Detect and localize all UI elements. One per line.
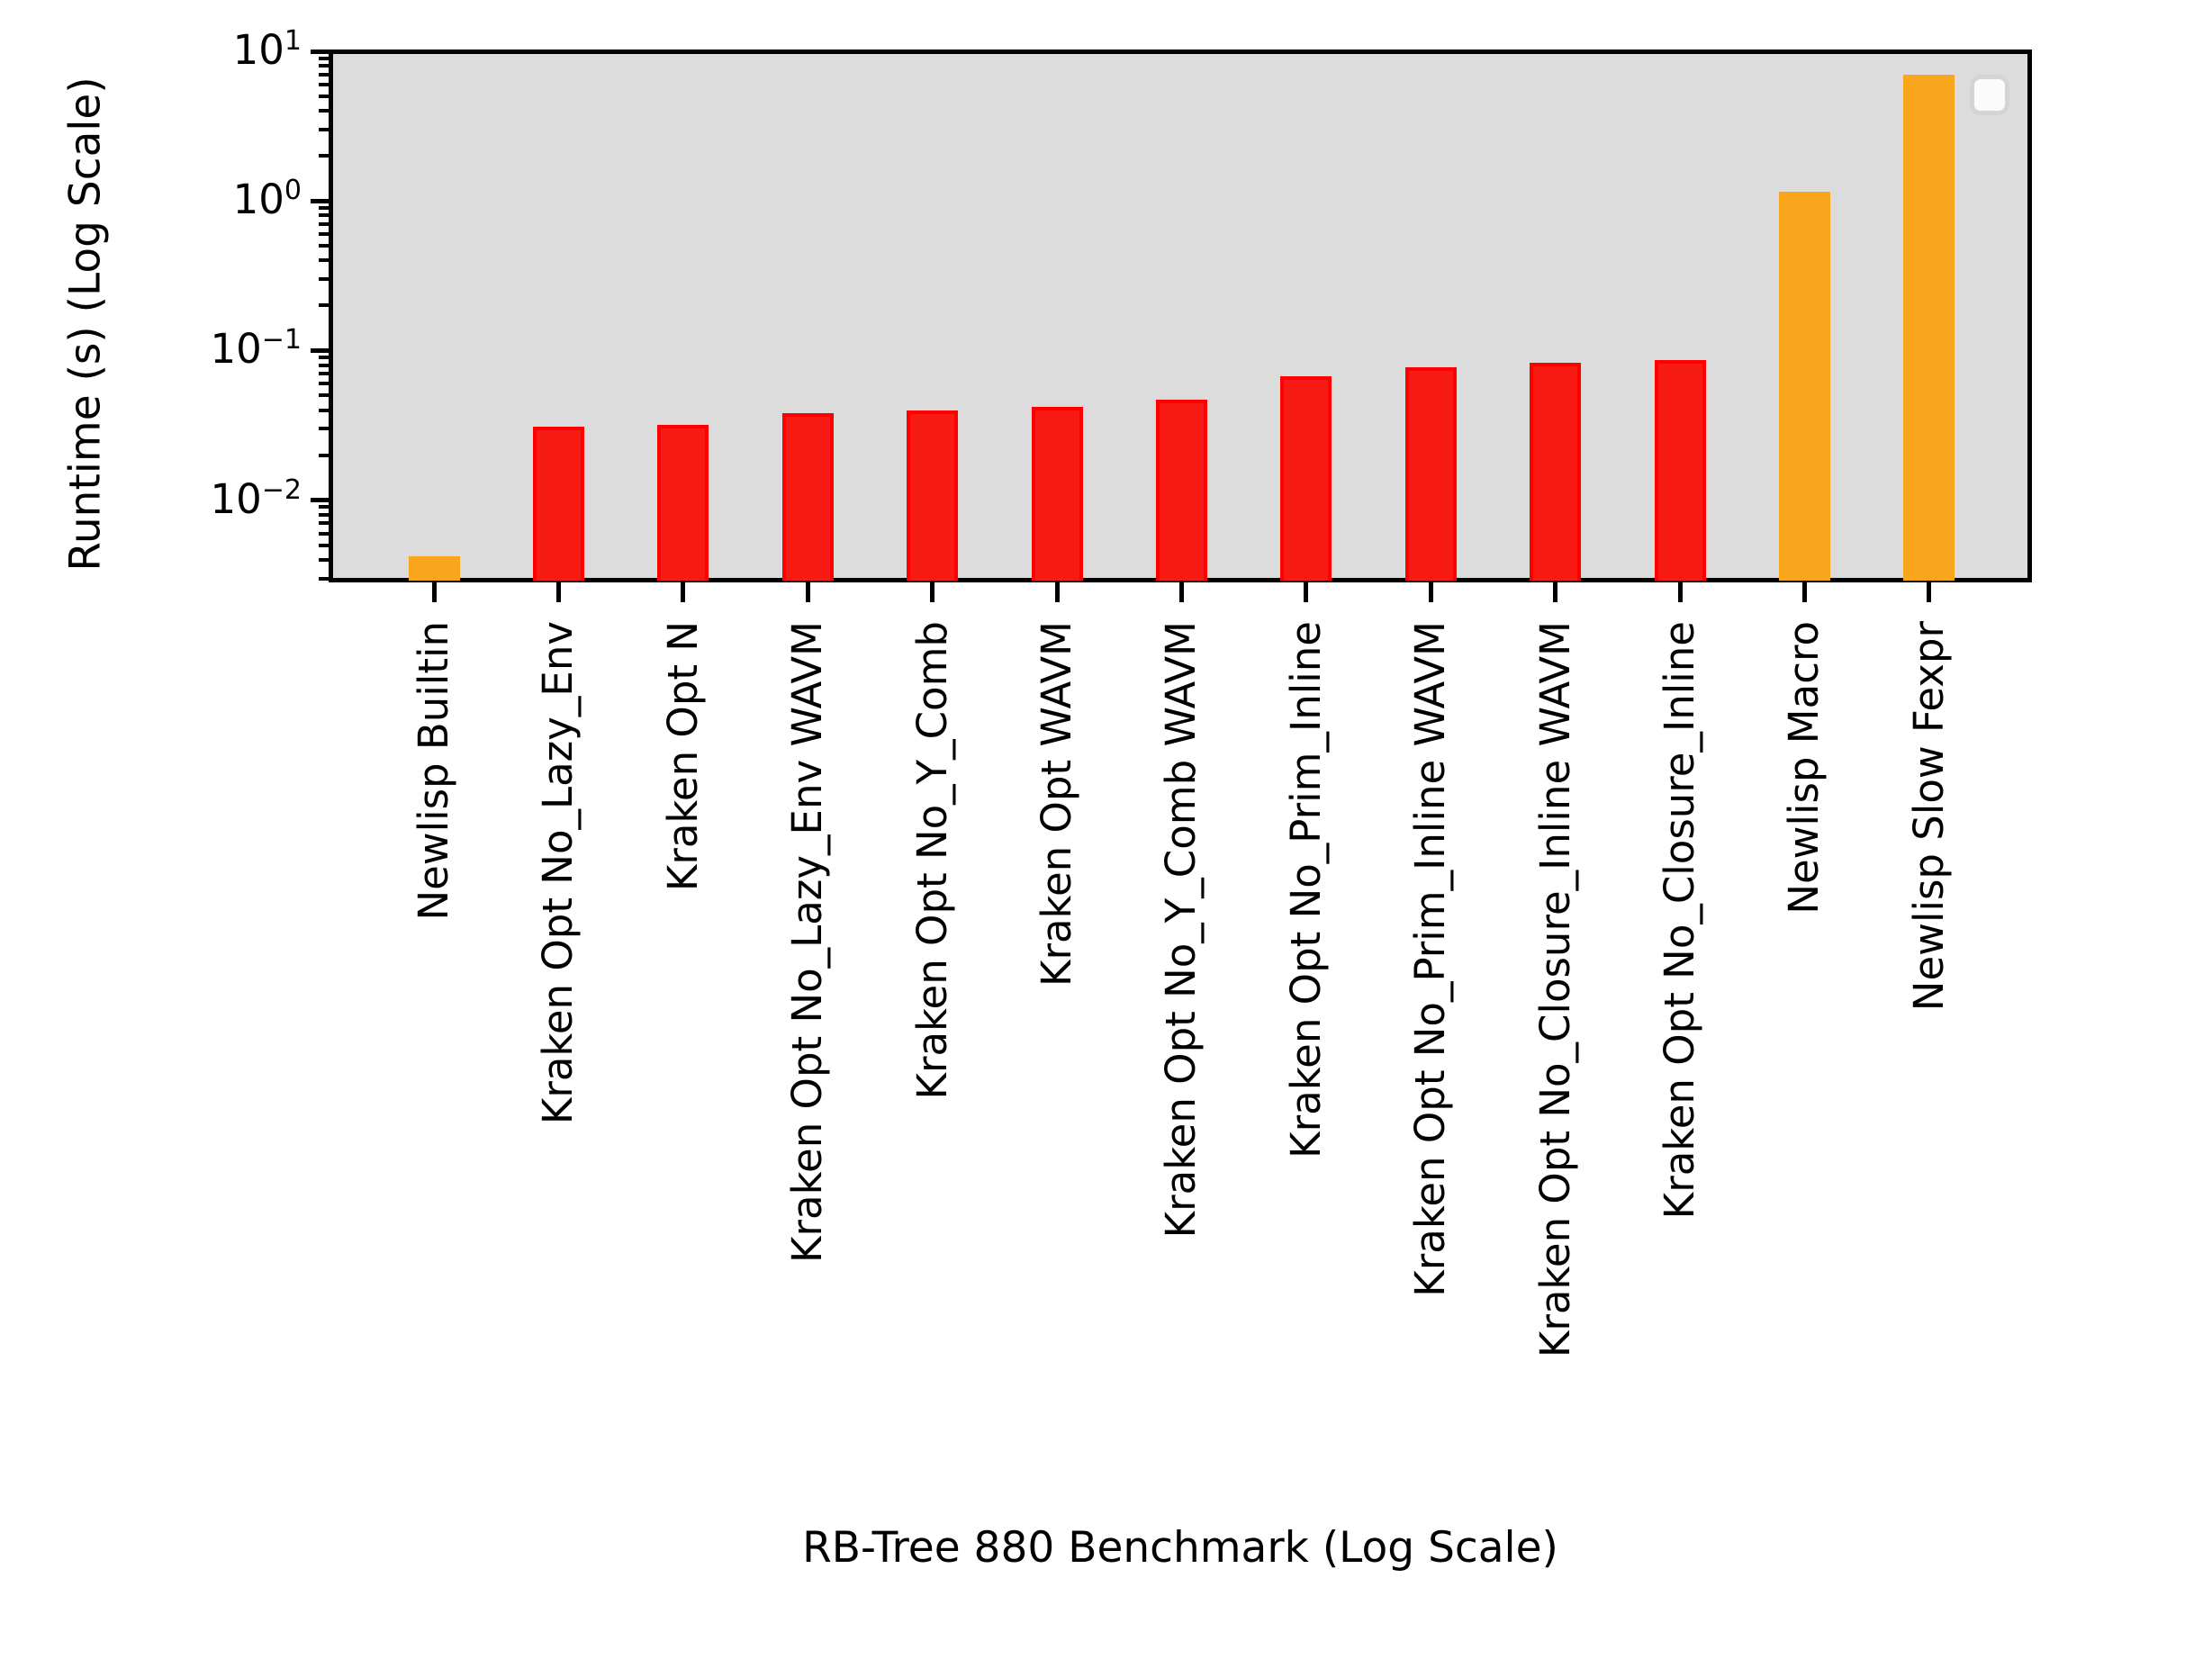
y-minor-tick xyxy=(319,531,329,536)
bar-kraken-opt-no-closure-inline xyxy=(1654,360,1706,581)
y-tick-label: 101 xyxy=(232,25,302,74)
bar-kraken-opt-no-lazy-env-wavm xyxy=(781,413,834,581)
x-tick xyxy=(805,582,810,602)
bar-kraken-opt-n xyxy=(657,424,709,581)
bar-kraken-opt-no-y-comb-wavm xyxy=(1155,399,1207,581)
y-minor-tick xyxy=(319,382,329,386)
bar-kraken-opt-no-y-comb xyxy=(907,410,959,581)
y-minor-tick xyxy=(319,303,329,308)
y-minor-tick xyxy=(319,557,329,562)
y-minor-tick xyxy=(319,393,329,398)
y-minor-tick xyxy=(319,127,329,131)
x-tick-label: Newlisp Slow Fexpr xyxy=(1904,621,1953,1012)
bar-newlisp-macro xyxy=(1778,192,1830,581)
y-minor-tick xyxy=(319,363,329,367)
x-tick xyxy=(1178,582,1184,602)
y-tick-label: 10−1 xyxy=(210,324,302,374)
x-tick-label: Kraken Opt WAVM xyxy=(1033,621,1080,987)
bar-kraken-opt-no-prim-inline xyxy=(1280,376,1332,581)
y-major-tick xyxy=(311,498,329,503)
x-tick-label: Kraken Opt No_Y_Comb xyxy=(907,621,956,1100)
x-tick xyxy=(555,582,561,602)
x-tick-label: Kraken Opt No_Lazy_Env WAVM xyxy=(783,621,832,1264)
y-minor-tick xyxy=(319,82,329,86)
y-minor-tick xyxy=(319,232,329,237)
y-minor-tick xyxy=(319,372,329,376)
y-minor-tick xyxy=(319,427,329,431)
bar-kraken-opt-no-closure-inline-wavm xyxy=(1530,362,1582,581)
y-major-tick xyxy=(311,347,329,353)
x-tick-label: Kraken Opt No_Closure_Inline WAVM xyxy=(1530,621,1579,1358)
x-tick xyxy=(431,582,437,602)
y-minor-tick xyxy=(319,154,329,158)
y-minor-tick xyxy=(319,512,329,517)
y-major-tick xyxy=(311,198,329,203)
y-minor-tick xyxy=(319,56,329,60)
y-minor-tick xyxy=(319,72,329,77)
y-minor-tick xyxy=(319,576,329,581)
y-axis-title: Runtime (s) (Log Scale) xyxy=(60,77,111,572)
y-minor-tick xyxy=(319,356,329,360)
x-tick xyxy=(1428,582,1433,602)
y-minor-tick xyxy=(319,277,329,282)
bar-kraken-opt-no-lazy-env xyxy=(532,426,584,581)
y-tick-label: 100 xyxy=(232,175,302,224)
x-tick-label: Kraken Opt No_Prim_Inline xyxy=(1281,621,1330,1159)
y-tick-label: 10−2 xyxy=(210,473,302,523)
x-tick xyxy=(1054,582,1060,602)
x-tick xyxy=(1304,582,1309,602)
y-minor-tick xyxy=(319,213,329,218)
x-tick-label: Kraken Opt No_Prim_Inline WAVM xyxy=(1406,621,1455,1297)
y-minor-tick xyxy=(319,453,329,457)
x-tick-label: Newlisp Builtin xyxy=(410,621,457,921)
y-minor-tick xyxy=(319,95,329,99)
x-tick xyxy=(1801,582,1807,602)
x-tick xyxy=(681,582,686,602)
x-tick-label: Newlisp Macro xyxy=(1780,621,1828,915)
x-tick xyxy=(1553,582,1558,602)
y-minor-tick xyxy=(319,258,329,263)
x-axis-title: RB-Tree 880 Benchmark (Log Scale) xyxy=(802,1523,1558,1573)
y-minor-tick xyxy=(319,408,329,412)
y-minor-tick xyxy=(319,109,329,113)
x-tick xyxy=(930,582,935,602)
x-tick-label: Kraken Opt No_Lazy_Env xyxy=(534,621,582,1125)
y-minor-tick xyxy=(319,543,329,547)
y-minor-tick xyxy=(319,64,329,68)
bar-newlisp-builtin xyxy=(408,556,460,581)
x-tick xyxy=(1677,582,1683,602)
x-tick-label: Kraken Opt No_Y_Comb WAVM xyxy=(1157,621,1205,1239)
bar-kraken-opt-wavm xyxy=(1031,407,1083,581)
x-tick xyxy=(1927,582,1932,602)
legend-box xyxy=(1970,75,2009,115)
y-minor-tick xyxy=(319,221,329,226)
bar-kraken-opt-no-prim-inline-wavm xyxy=(1404,367,1457,581)
y-minor-tick xyxy=(319,244,329,248)
y-minor-tick xyxy=(319,521,329,526)
y-minor-tick xyxy=(319,505,329,509)
bar-newlisp-slow-fexpr xyxy=(1903,74,1955,581)
x-tick-label: Kraken Opt N xyxy=(658,621,707,892)
y-major-tick xyxy=(311,49,329,54)
y-minor-tick xyxy=(319,205,329,210)
x-tick-label: Kraken Opt No_Closure_Inline xyxy=(1656,621,1703,1220)
